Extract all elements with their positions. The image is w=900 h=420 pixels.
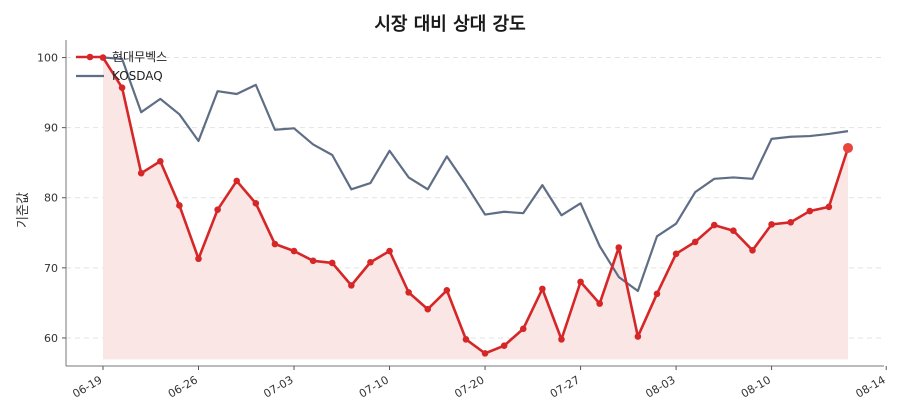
hyundai-point	[367, 258, 374, 266]
legend: 현대무벡스 KOSDAQ	[76, 50, 167, 83]
hyundai-point	[348, 282, 355, 289]
hyundai-point	[577, 278, 584, 286]
hyundai-point	[615, 244, 623, 251]
hyundai-point	[137, 169, 145, 177]
hyundai-point	[787, 218, 794, 226]
hyundai-point	[806, 207, 814, 215]
hyundai-point	[749, 247, 756, 254]
hyundai-point	[424, 305, 432, 313]
x-tick-label: 08-03	[643, 373, 677, 400]
x-tick-label: 08-10	[739, 373, 773, 400]
hyundai-point	[290, 247, 298, 255]
hyundai-point	[539, 285, 546, 293]
chart-title: 시장 대비 상대 강도	[374, 14, 526, 35]
hyundai-point	[825, 203, 833, 211]
y-tick-label: 70	[44, 262, 58, 275]
legend-marker-hyundai	[86, 53, 94, 61]
hyundai-point	[443, 286, 451, 294]
hyundai-point	[843, 142, 853, 153]
hyundai-point	[328, 259, 336, 267]
legend-label-kosdaq: KOSDAQ	[112, 69, 163, 83]
hyundai-point	[691, 238, 699, 246]
y-axis-label: 기준값	[16, 192, 31, 228]
hyundai-point	[500, 342, 508, 349]
hyundai-point	[195, 255, 202, 263]
hyundai-point	[710, 221, 718, 229]
y-tick-label: 60	[44, 332, 58, 345]
legend-label-hyundai: 현대무벡스	[112, 50, 167, 64]
hyundai-point	[462, 336, 470, 343]
x-tick-label: 06-19	[70, 373, 104, 400]
hyundai-point	[768, 221, 775, 228]
hyundai-point	[214, 206, 221, 213]
hyundai-series-line	[101, 56, 850, 355]
y-tick-label: 80	[44, 192, 58, 205]
kosdaq-series-line	[102, 56, 849, 293]
x-tick-label: 07-20	[452, 373, 486, 400]
hyundai-point	[271, 240, 279, 248]
hyundai-point	[481, 350, 489, 357]
hyundai-point	[519, 325, 527, 333]
hyundai-point	[118, 84, 126, 91]
y-tick-label: 90	[44, 122, 58, 135]
x-tick-label: 06-26	[166, 373, 200, 400]
hyundai-point	[386, 247, 393, 255]
hyundai-point	[672, 250, 680, 258]
hyundai-point	[730, 227, 737, 234]
x-tick-label: 07-27	[548, 373, 582, 400]
hyundai-point	[596, 300, 603, 307]
hyundai-point	[558, 336, 565, 343]
hyundai-point	[653, 290, 661, 298]
x-tick-label: 08-14	[854, 373, 888, 400]
hyundai-point	[634, 333, 642, 340]
y-tick-label: 100	[37, 52, 58, 65]
hyundai-point	[157, 157, 164, 165]
hyundai-point	[405, 289, 412, 296]
x-tick-label: 07-10	[357, 373, 391, 400]
x-tick-label: 07-03	[261, 373, 295, 400]
hyundai-point	[309, 257, 317, 265]
series	[99, 54, 853, 357]
hyundai-point	[252, 200, 260, 207]
hyundai-point	[233, 177, 241, 185]
hyundai-point	[176, 202, 183, 209]
